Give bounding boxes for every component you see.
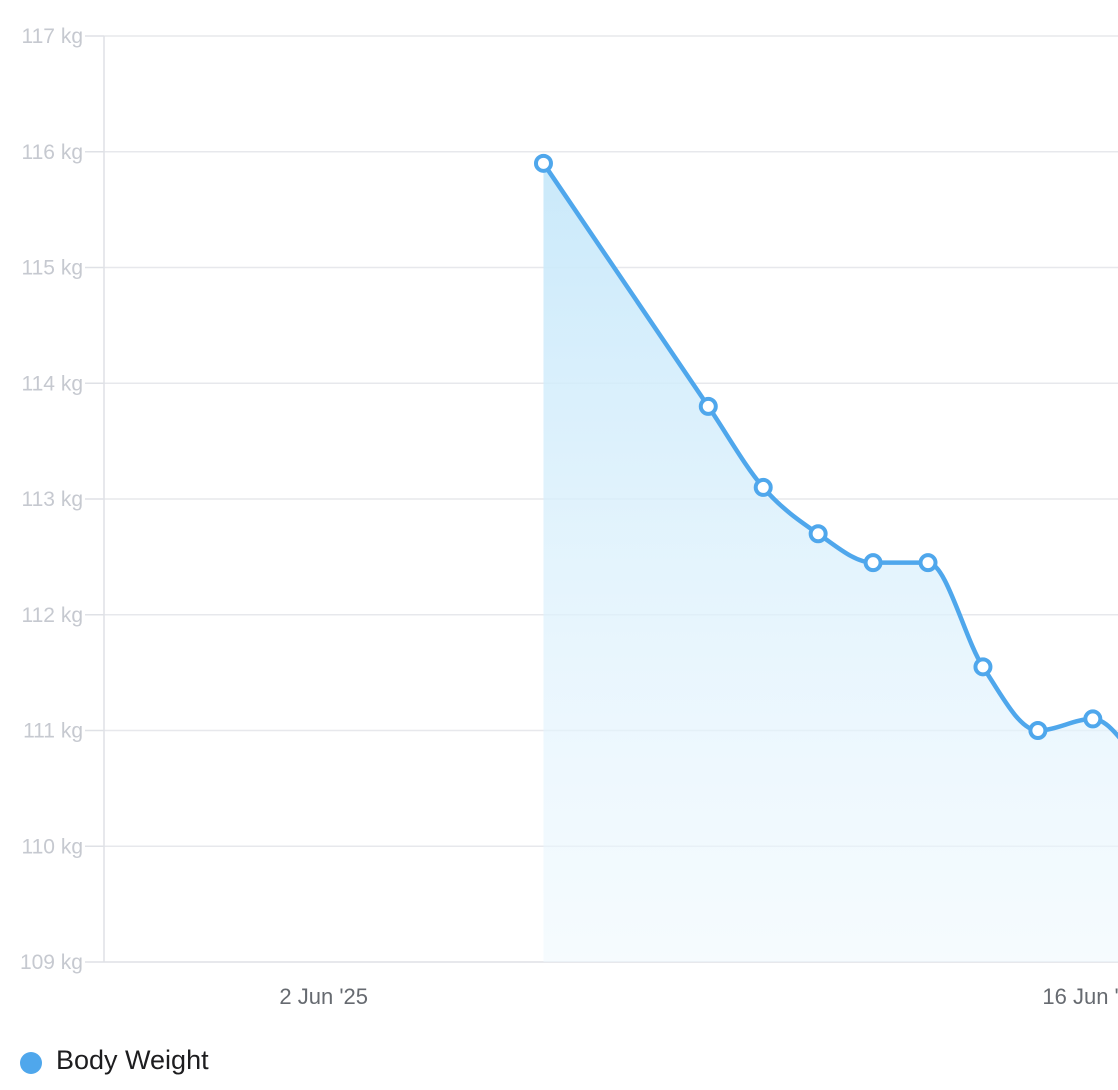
y-tick-label: 113 kg [22,488,84,511]
data-point[interactable] [808,524,828,544]
y-tick-label: 112 kg [22,604,84,627]
legend-label-body-weight: Body Weight [56,1044,209,1075]
data-point[interactable] [973,657,993,677]
body-weight-chart: 109 kg 110 kg 111 kg 112 kg 113 kg 114 kg 115 … [20,25,1118,1009]
x-tick-label: 16 Jun '25 [1042,984,1118,1009]
data-point[interactable] [863,553,883,573]
data-point[interactable] [1028,721,1048,740]
data-point[interactable] [753,477,773,497]
data-point[interactable] [1083,709,1103,729]
x-axis-ticks: 2 Jun '25 16 Jun '25 [279,984,1118,1009]
data-point[interactable] [918,553,938,573]
y-axis-ticks: 109 kg 110 kg 111 kg 112 kg 113 kg 114 kg 115 … [20,25,104,974]
body-weight-area [543,163,1118,962]
y-tick-label: 111 kg [23,720,83,743]
y-tick-label: 114 kg [22,372,84,395]
y-tick-label: 109 kg [20,951,83,974]
chart-legend[interactable]: Body Weight [20,1040,209,1080]
y-tick-label: 110 kg [22,835,84,858]
legend-marker [20,1052,42,1074]
data-point[interactable] [698,396,718,416]
y-tick-label: 115 kg [22,257,84,280]
body-weight-points [533,153,1103,740]
x-tick-label: 2 Jun '25 [279,984,368,1009]
y-tick-label: 117 kg [22,25,84,48]
data-point[interactable] [533,153,553,173]
y-tick-label: 116 kg [22,141,84,164]
